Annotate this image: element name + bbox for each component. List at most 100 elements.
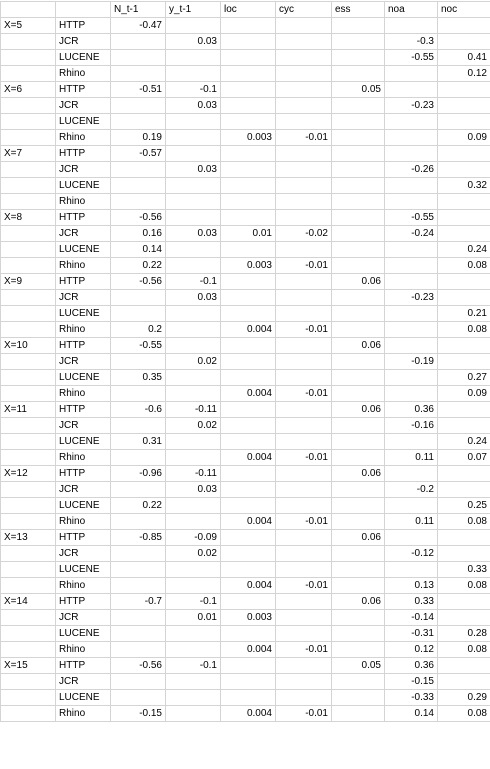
cell-cyc[interactable]	[276, 402, 332, 418]
cell-y-t-1[interactable]	[166, 706, 221, 722]
cell-cyc[interactable]	[276, 290, 332, 306]
cell-n-t-1[interactable]	[111, 546, 166, 562]
cell-noa[interactable]	[385, 178, 438, 194]
cell-loc[interactable]: 0.01	[221, 226, 276, 242]
cell-noc[interactable]: 0.28	[438, 626, 490, 642]
cell-noa[interactable]: 0.36	[385, 658, 438, 674]
cell-project[interactable]: JCR	[56, 34, 111, 50]
cell-n-t-1[interactable]: -0.15	[111, 706, 166, 722]
cell-noa[interactable]	[385, 498, 438, 514]
cell-project[interactable]: JCR	[56, 610, 111, 626]
cell-project[interactable]: HTTP	[56, 82, 111, 98]
cell-project[interactable]: LUCENE	[56, 562, 111, 578]
cell-ess[interactable]	[332, 354, 385, 370]
cell-loc[interactable]	[221, 210, 276, 226]
cell-noc[interactable]: 0.08	[438, 706, 490, 722]
cell-n-t-1[interactable]: -0.55	[111, 338, 166, 354]
cell-project[interactable]: Rhino	[56, 130, 111, 146]
cell-n-t-1[interactable]	[111, 34, 166, 50]
cell-project[interactable]: Rhino	[56, 258, 111, 274]
cell-cyc[interactable]	[276, 274, 332, 290]
cell-n-t-1[interactable]	[111, 674, 166, 690]
cell-project[interactable]: HTTP	[56, 594, 111, 610]
cell-y-t-1[interactable]: -0.1	[166, 274, 221, 290]
cell-group[interactable]	[1, 514, 56, 530]
cell-n-t-1[interactable]: -0.51	[111, 82, 166, 98]
cell-y-t-1[interactable]	[166, 386, 221, 402]
cell-noc[interactable]	[438, 610, 490, 626]
cell-group[interactable]: X=15	[1, 658, 56, 674]
cell-group[interactable]: X=5	[1, 18, 56, 34]
cell-n-t-1[interactable]: 0.16	[111, 226, 166, 242]
cell-loc[interactable]	[221, 626, 276, 642]
cell-ess[interactable]	[332, 578, 385, 594]
cell-ess[interactable]	[332, 210, 385, 226]
cell-noc[interactable]	[438, 658, 490, 674]
cell-group[interactable]	[1, 290, 56, 306]
cell-loc[interactable]	[221, 18, 276, 34]
cell-project[interactable]: JCR	[56, 162, 111, 178]
cell-ess[interactable]	[332, 498, 385, 514]
cell-group[interactable]: X=7	[1, 146, 56, 162]
cell-ess[interactable]	[332, 514, 385, 530]
cell-loc[interactable]	[221, 402, 276, 418]
cell-noc[interactable]: 0.07	[438, 450, 490, 466]
cell-y-t-1[interactable]: -0.1	[166, 658, 221, 674]
cell-n-t-1[interactable]	[111, 354, 166, 370]
cell-y-t-1[interactable]: 0.03	[166, 34, 221, 50]
cell-y-t-1[interactable]: 0.02	[166, 546, 221, 562]
cell-y-t-1[interactable]	[166, 434, 221, 450]
cell-cyc[interactable]	[276, 626, 332, 642]
cell-n-t-1[interactable]: 0.22	[111, 498, 166, 514]
cell-cyc[interactable]	[276, 178, 332, 194]
cell-project[interactable]: LUCENE	[56, 370, 111, 386]
cell-noa[interactable]: -0.23	[385, 98, 438, 114]
cell-noa[interactable]	[385, 242, 438, 258]
cell-ess[interactable]: 0.06	[332, 274, 385, 290]
cell-loc[interactable]	[221, 466, 276, 482]
cell-noc[interactable]	[438, 210, 490, 226]
cell-project[interactable]: LUCENE	[56, 306, 111, 322]
cell-ess[interactable]	[332, 146, 385, 162]
cell-project[interactable]: Rhino	[56, 66, 111, 82]
cell-noa[interactable]: 0.33	[385, 594, 438, 610]
cell-ess[interactable]	[332, 258, 385, 274]
cell-y-t-1[interactable]	[166, 370, 221, 386]
cell-loc[interactable]: 0.004	[221, 386, 276, 402]
cell-y-t-1[interactable]	[166, 130, 221, 146]
cell-noc[interactable]	[438, 402, 490, 418]
cell-loc[interactable]	[221, 242, 276, 258]
cell-group[interactable]: X=12	[1, 466, 56, 482]
cell-loc[interactable]	[221, 114, 276, 130]
cell-noc[interactable]	[438, 114, 490, 130]
cell-project[interactable]: HTTP	[56, 274, 111, 290]
cell-ess[interactable]	[332, 226, 385, 242]
cell-noa[interactable]	[385, 562, 438, 578]
cell-cyc[interactable]	[276, 370, 332, 386]
cell-loc[interactable]: 0.003	[221, 258, 276, 274]
cell-y-t-1[interactable]	[166, 178, 221, 194]
cell-noa[interactable]	[385, 306, 438, 322]
cell-project[interactable]: Rhino	[56, 450, 111, 466]
cell-cyc[interactable]	[276, 162, 332, 178]
cell-noa[interactable]	[385, 322, 438, 338]
cell-group[interactable]	[1, 498, 56, 514]
cell-noa[interactable]: -0.31	[385, 626, 438, 642]
cell-loc[interactable]	[221, 82, 276, 98]
cell-project[interactable]: LUCENE	[56, 242, 111, 258]
cell-n-t-1[interactable]	[111, 66, 166, 82]
cell-loc[interactable]	[221, 418, 276, 434]
cell-n-t-1[interactable]	[111, 578, 166, 594]
cell-y-t-1[interactable]: -0.1	[166, 594, 221, 610]
cell-n-t-1[interactable]: 0.35	[111, 370, 166, 386]
cell-cyc[interactable]	[276, 690, 332, 706]
cell-n-t-1[interactable]: -0.7	[111, 594, 166, 610]
cell-noc[interactable]	[438, 34, 490, 50]
cell-noc[interactable]: 0.24	[438, 434, 490, 450]
cell-y-t-1[interactable]	[166, 514, 221, 530]
cell-loc[interactable]	[221, 66, 276, 82]
cell-n-t-1[interactable]	[111, 114, 166, 130]
cell-group[interactable]	[1, 450, 56, 466]
cell-group[interactable]	[1, 546, 56, 562]
cell-noc[interactable]: 0.25	[438, 498, 490, 514]
